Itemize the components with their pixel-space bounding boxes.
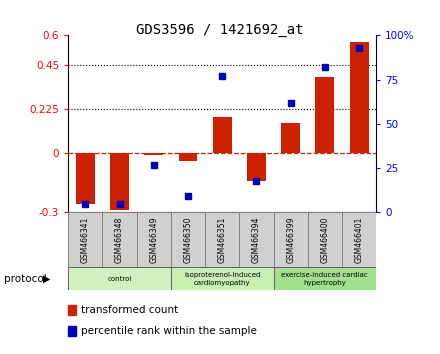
Bar [274, 267, 376, 290]
Text: protocol: protocol [4, 274, 47, 284]
Text: GSM466400: GSM466400 [320, 217, 330, 263]
Bar [68, 267, 171, 290]
Bar [350, 42, 369, 153]
Text: isoproterenol-induced
cardiomyopathy: isoproterenol-induced cardiomyopathy [184, 272, 260, 286]
Text: GSM466348: GSM466348 [115, 217, 124, 263]
Bar [110, 153, 129, 210]
Bar [213, 117, 231, 153]
Text: GSM466401: GSM466401 [355, 217, 363, 263]
Text: GSM466394: GSM466394 [252, 217, 261, 263]
Bar [144, 153, 163, 155]
Text: GDS3596 / 1421692_at: GDS3596 / 1421692_at [136, 23, 304, 37]
Bar [342, 212, 376, 267]
Text: control: control [107, 276, 132, 282]
Bar [68, 212, 103, 267]
Text: transformed count: transformed count [81, 305, 179, 315]
Text: GSM466399: GSM466399 [286, 217, 295, 263]
Text: GSM466350: GSM466350 [183, 217, 192, 263]
Bar [103, 212, 137, 267]
Bar [315, 77, 334, 153]
Text: percentile rank within the sample: percentile rank within the sample [81, 326, 257, 336]
Bar [171, 212, 205, 267]
Bar [281, 123, 300, 153]
Text: GSM466349: GSM466349 [149, 217, 158, 263]
Text: ▶: ▶ [43, 274, 51, 284]
Bar [205, 212, 239, 267]
Text: GSM466341: GSM466341 [81, 217, 90, 263]
Bar [274, 212, 308, 267]
Bar [308, 212, 342, 267]
Bar [179, 153, 198, 161]
Bar [239, 212, 274, 267]
Bar [171, 267, 274, 290]
Bar [137, 212, 171, 267]
Bar [247, 153, 266, 181]
Text: exercise-induced cardiac
hypertrophy: exercise-induced cardiac hypertrophy [282, 272, 368, 286]
Text: GSM466351: GSM466351 [218, 217, 227, 263]
Bar [76, 153, 95, 204]
